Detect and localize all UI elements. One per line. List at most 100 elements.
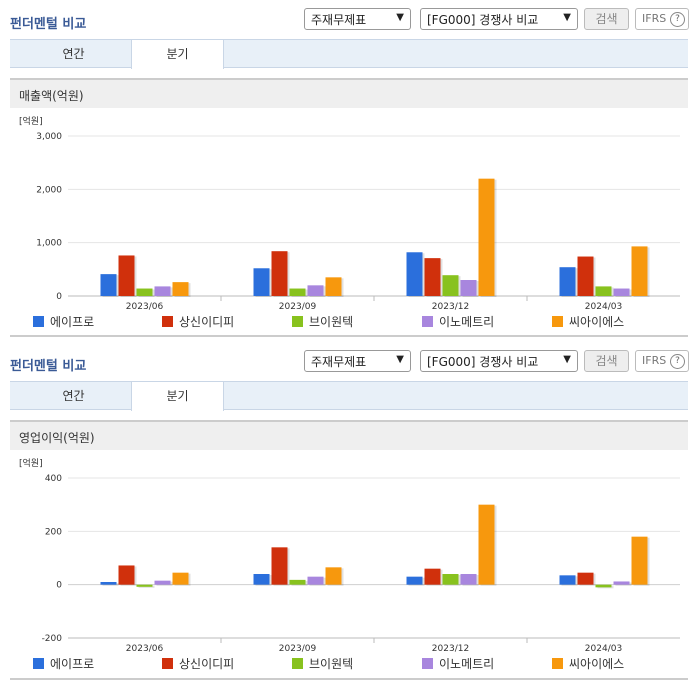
tab-quarterly[interactable]: 분기 [131,39,224,69]
y-tick-label: 0 [56,292,62,302]
legend-label: 이노메트리 [439,657,495,671]
bar [406,252,423,296]
bar [631,536,648,585]
bar [118,255,135,296]
bar [253,268,270,296]
x-tick-label: 2024/03 [585,302,622,312]
x-tick-label: 2024/03 [585,644,622,654]
bar [172,572,189,585]
ifrs-button[interactable]: IFRS ? [635,8,689,30]
chart-title: 영업이익(억원) [19,431,95,445]
legend-item[interactable]: 브이원텍 [292,655,353,671]
legend-label: 에이프로 [50,657,95,671]
bar [118,565,135,585]
bar [595,584,612,588]
y-tick-label: 0 [56,581,62,591]
tab-quarterly[interactable]: 분기 [131,381,224,411]
legend-label: 브이원텍 [309,657,354,671]
statement-type-select[interactable]: 주재무제표 ▼ [304,350,411,372]
x-tick-label: 2023/12 [432,644,469,654]
fundamental-panel-revenue: 펀더멘털 비교 주재무제표 ▼ [FG000] 경쟁사 비교 ▼ 검색 IFRS… [0,0,696,340]
peer-group-value: [FG000] 경쟁사 비교 [427,355,539,369]
y-tick-label: 200 [45,527,62,537]
bar [613,288,630,296]
tab-annual[interactable]: 연간 [62,47,85,61]
bar [559,575,576,585]
legend-swatch [292,316,303,327]
x-tick-label: 2023/09 [279,302,317,312]
y-unit-label: [억원] [19,115,43,127]
legend-label: 상신이디피 [179,657,235,671]
legend-swatch [422,658,433,669]
bar [289,288,306,296]
legend-item[interactable]: 상신이디피 [162,313,234,329]
y-tick-label: -200 [42,634,63,644]
chart-header: 영업이익(억원) [10,420,688,450]
legend-swatch [422,316,433,327]
bar [136,584,153,587]
legend-swatch [33,316,44,327]
bar [478,504,495,585]
statement-type-select[interactable]: 주재무제표 ▼ [304,8,411,30]
panel-title: 펀더멘털 비교 [10,17,87,32]
bar [100,274,117,296]
legend-item[interactable]: 상신이디피 [162,655,234,671]
legend-label: 에이프로 [50,315,95,329]
bar [424,258,441,296]
search-button[interactable]: 검색 [584,350,629,372]
bar [154,580,171,585]
bar [460,574,477,585]
help-icon[interactable]: ? [670,12,685,27]
chevron-down-icon: ▼ [396,12,404,23]
x-tick-label: 2023/06 [126,644,164,654]
y-tick-label: 400 [45,474,62,484]
bar [307,285,324,296]
tab-annual[interactable]: 연간 [62,389,85,403]
legend-label: 씨아이에스 [569,315,625,329]
bar [325,277,342,296]
peer-group-select[interactable]: [FG000] 경쟁사 비교 ▼ [420,8,578,30]
divider [10,335,688,337]
operating-profit-chart: [억원] -200 0 200 400 2023/06 2023/09 2023/12 2024… [19,457,680,654]
bar [442,275,459,296]
panel-header: 펀더멘털 비교 주재무제표 ▼ [FG000] 경쟁사 비교 ▼ 검색 IFRS… [0,342,696,378]
ifrs-label: IFRS [642,354,667,367]
legend-label: 씨아이에스 [569,657,625,671]
chevron-down-icon: ▼ [563,12,571,23]
bar [460,280,477,296]
bar [271,547,288,585]
y-tick-label: 2,000 [36,185,62,195]
legend-swatch [162,658,173,669]
ifrs-button[interactable]: IFRS ? [635,350,689,372]
legend-item[interactable]: 에이프로 [33,655,94,671]
bar [271,251,288,296]
legend-item[interactable]: 에이프로 [33,313,94,329]
bar [289,579,306,585]
search-button[interactable]: 검색 [584,8,629,30]
panel-header: 펀더멘털 비교 주재무제표 ▼ [FG000] 경쟁사 비교 ▼ 검색 IFRS… [0,0,696,36]
legend-item[interactable]: 이노메트리 [422,313,494,329]
legend-item[interactable]: 이노메트리 [422,655,494,671]
bar [406,576,423,585]
bar [595,286,612,296]
legend-label: 이노메트리 [439,315,495,329]
bar [424,568,441,585]
bar [631,246,648,296]
help-icon[interactable]: ? [670,354,685,369]
x-tick-label: 2023/09 [279,644,317,654]
legend-item[interactable]: 씨아이에스 [552,313,624,329]
period-tabs: 연간 분기 [10,381,688,411]
peer-group-select[interactable]: [FG000] 경쟁사 비교 ▼ [420,350,578,372]
legend-item[interactable]: 씨아이에스 [552,655,624,671]
chart-title: 매출액(억원) [19,89,84,103]
legend-label: 브이원텍 [309,315,354,329]
bar [136,288,153,296]
bar [478,178,495,296]
revenue-chart: [억원] 0 1,000 2,000 3,000 2023/06 2023/09 2023/1… [19,115,680,312]
bar [154,286,171,296]
peer-group-value: [FG000] 경쟁사 비교 [427,13,539,27]
fundamental-panel-operating-profit: 펀더멘털 비교 주재무제표 ▼ [FG000] 경쟁사 비교 ▼ 검색 IFRS… [0,342,696,684]
legend-item[interactable]: 브이원텍 [292,313,353,329]
bar [307,576,324,585]
y-tick-label: 1,000 [36,239,62,249]
